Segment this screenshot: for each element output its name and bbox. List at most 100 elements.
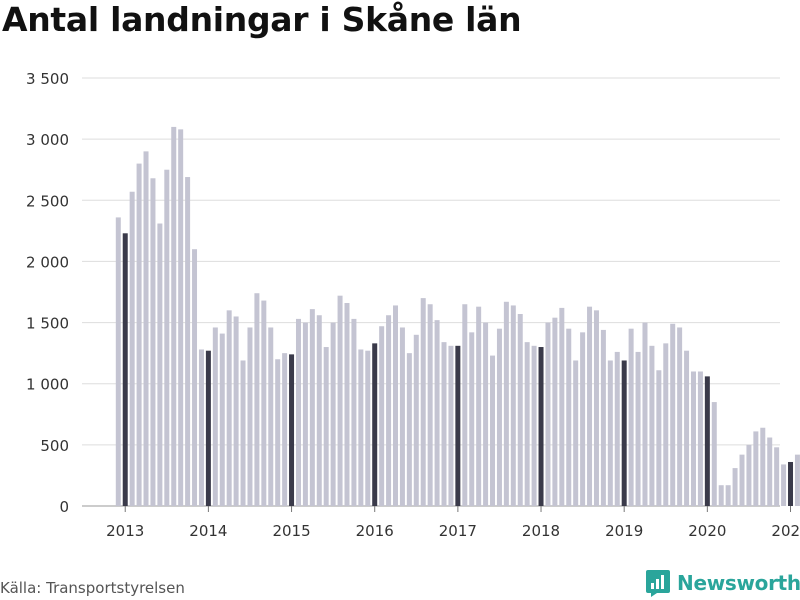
bar [587,306,593,506]
bar [559,307,565,506]
y-tick-label: 0 [59,498,69,516]
bar [656,370,662,506]
bar [739,454,745,506]
bar [351,318,357,506]
bar [697,371,703,506]
bar [136,163,142,506]
bar [386,315,392,506]
bar [448,345,454,506]
bar [441,342,447,506]
bar [531,345,537,506]
bar [268,327,274,506]
bar [476,306,482,506]
bar [150,178,156,506]
bar [725,485,731,506]
bar [490,355,496,506]
bar [628,328,634,506]
bar [788,461,794,506]
x-tick-label: 2015 [272,522,310,540]
y-axis-ticks: 0 500 1 000 1 500 2 000 2 500 3 000 3 500 [26,70,69,516]
bar [261,300,267,506]
bar [517,314,523,506]
bar [399,327,405,506]
bar [663,343,669,506]
bar [462,304,468,506]
bar [573,360,579,506]
bar [552,317,558,506]
bar [393,305,398,506]
bar [212,327,218,506]
bar [496,328,502,506]
bar [316,315,322,506]
bar [649,345,655,506]
bar [483,322,489,506]
bar [732,468,738,506]
bar [129,191,135,507]
bar [614,351,620,506]
bar [254,293,260,506]
bar [275,359,281,506]
bar [379,326,385,506]
newsworthy-logo[interactable]: Newsworthy [645,568,800,598]
y-tick-label: 2 500 [26,192,69,210]
bar [309,309,315,506]
bar [178,129,184,507]
bar [746,444,752,506]
y-tick-label: 1 000 [26,376,69,394]
x-tick-label: 2017 [439,522,477,540]
bar [226,310,232,506]
bar [198,349,204,506]
bar [372,343,378,506]
brand-name: Newsworthy [677,571,800,595]
bars [115,126,800,507]
bar [302,322,308,506]
bar [704,376,710,506]
bar [323,347,329,506]
chart-title: Antal landningar i Skåne län [2,0,522,39]
bar [469,332,475,506]
bar [580,332,586,506]
bar [753,431,759,506]
bar [344,303,350,506]
bar [690,371,696,506]
bar [143,151,149,506]
bar [282,353,288,506]
bar [219,333,225,506]
bar [122,233,128,507]
x-axis-ticks: 2013201420152016201720182019202020212022 [106,506,800,540]
bar [635,351,641,506]
bar [600,329,606,506]
bar [171,126,177,506]
x-tick-label: 2016 [356,522,394,540]
x-tick-label: 2021 [771,522,800,540]
bar [760,427,766,506]
newsworthy-logo-icon [646,570,670,597]
bar [365,350,371,506]
x-tick-label: 2018 [522,522,560,540]
bar [794,454,800,506]
bar [545,322,551,506]
bar [434,320,440,506]
bar [510,305,516,506]
bar [295,318,301,506]
bar [670,323,676,506]
bar [233,316,239,506]
bar [642,322,648,506]
bar [538,347,544,506]
bar [157,223,163,506]
bar [774,447,780,506]
bar [593,310,599,506]
bar [524,342,530,506]
bar [330,322,336,506]
bar [503,301,509,506]
bar [406,353,412,506]
bar [240,360,246,506]
bar [358,349,364,506]
y-tick-label: 500 [40,437,69,455]
bar [781,464,787,506]
bar [684,350,690,506]
bar [427,304,433,506]
bar [420,298,426,506]
bar [247,327,253,506]
